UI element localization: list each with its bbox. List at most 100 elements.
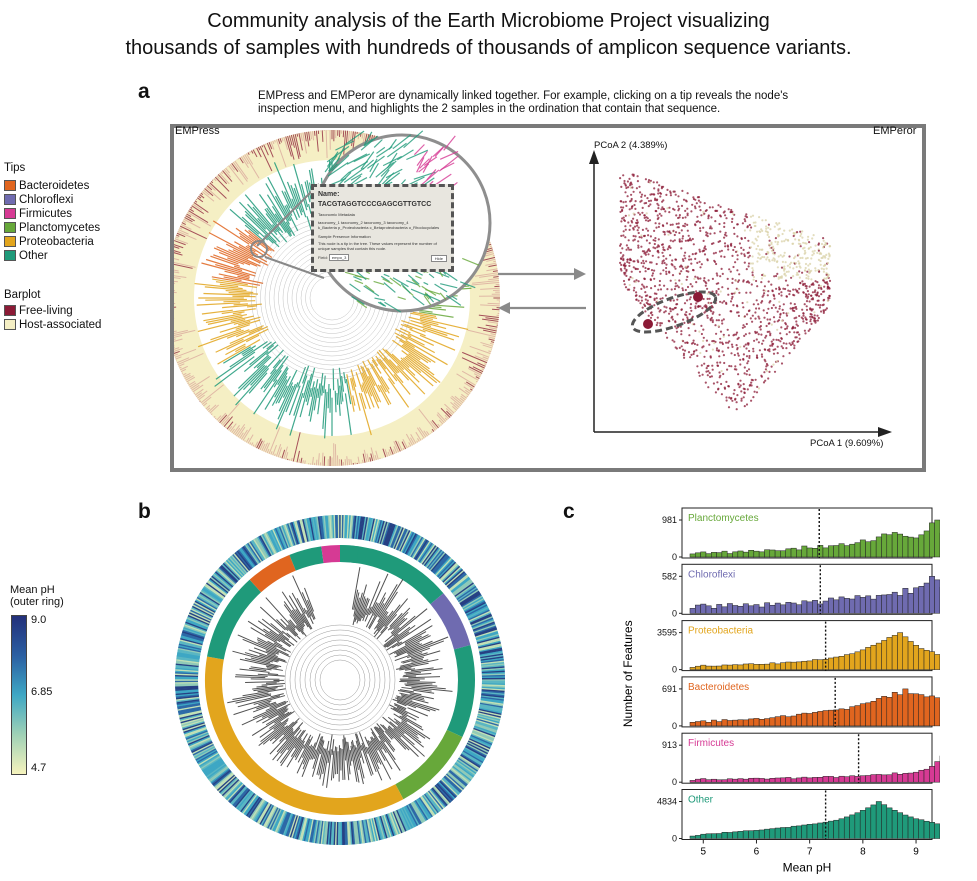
colorbar-tick-mid: 6.85 [31, 686, 53, 698]
colorbar-title: Mean pH (outer ring) [10, 584, 64, 608]
histogram-bar [774, 663, 781, 670]
histogram-bar [859, 703, 866, 727]
histogram-bar [833, 599, 840, 614]
tips-legend-item-bacteroidetes[interactable]: Bacteroidetes [4, 179, 100, 193]
histogram-bar [721, 606, 728, 614]
ph-outer-ring [174, 514, 506, 846]
histogram-bar [801, 712, 808, 727]
histogram-bar [748, 830, 755, 839]
histogram-bar [886, 534, 893, 558]
histogram-bar [849, 653, 856, 670]
histogram-bar [689, 667, 696, 670]
histogram-bar [769, 717, 776, 727]
legend-label: Chloroflexi [19, 194, 74, 206]
histogram-bar [785, 661, 792, 670]
histogram-bar [886, 637, 893, 670]
histogram-bar [790, 825, 797, 839]
histogram-bar [865, 775, 872, 783]
ph-tree-branches [227, 567, 453, 788]
tips-legend-item-firmicutes[interactable]: Firmicutes [4, 207, 100, 221]
histogram-bar [902, 588, 909, 614]
histogram-bar [822, 659, 829, 670]
barplot-legend-item-host-associated[interactable]: Host-associated [4, 318, 101, 332]
xtick-label: 5 [700, 847, 706, 858]
histogram-bar [726, 720, 733, 727]
histogram-bar [843, 598, 850, 614]
histogram-bar [796, 661, 802, 670]
empress-tree[interactable] [174, 128, 504, 468]
description-line-2: inspection menu, and highlights the 2 sa… [258, 103, 721, 115]
histogram-bar [891, 772, 898, 783]
histogram-bar [812, 777, 818, 783]
histogram-bar [758, 551, 765, 558]
legend-swatch [4, 305, 16, 316]
histogram-y0-tick: 0 [672, 834, 677, 844]
legend-label: Firmicutes [19, 208, 73, 220]
panel-a-label: a [138, 80, 150, 103]
histogram-bar [780, 604, 786, 614]
histogram-bar [695, 721, 701, 727]
histogram-bar [934, 823, 940, 839]
barplot-legend-item-free-living[interactable]: Free-living [4, 304, 101, 318]
histogram-bar [865, 595, 872, 614]
histogram-bar [913, 537, 919, 558]
legend-label: Planctomycetes [19, 222, 101, 234]
histogram-bar [918, 694, 925, 727]
histogram-ymax-tick: 981 [662, 515, 677, 525]
histogram-ymax-tick: 4834 [657, 797, 677, 807]
histogram-bar [897, 632, 903, 670]
histogram-bar [838, 775, 845, 783]
histogram-bar [902, 535, 909, 558]
histogram-bar [886, 697, 893, 727]
popup-field-select[interactable]: empo_3 [328, 254, 350, 261]
highlighted-sample-2[interactable] [693, 292, 703, 302]
histogram-bar [721, 550, 728, 558]
histogram-bar [918, 534, 925, 558]
histogram-bar [796, 604, 802, 614]
histogram-bar [689, 835, 696, 839]
histogram-bar [764, 549, 771, 558]
histogram-bacteroidetes: Bacteroidetes 691 0 [662, 676, 940, 731]
histogram-bar [833, 777, 840, 783]
histogram-chloroflexi: Chloroflexi 582 0 [662, 563, 940, 618]
emperor-ordination[interactable] [580, 140, 920, 465]
histogram-bar [934, 579, 940, 614]
tips-legend-item-chloroflexi[interactable]: Chloroflexi [4, 193, 100, 207]
histogram-bar [705, 553, 712, 558]
histogram-bar [695, 552, 701, 558]
popup-field-label: Field [318, 255, 327, 260]
histogram-bar [838, 656, 845, 670]
histogram-bar [742, 778, 749, 783]
histogram-bar [849, 814, 856, 839]
histogram-ymax-tick: 582 [662, 571, 677, 581]
histogram-bar [689, 608, 696, 614]
histogram-bar [758, 829, 765, 839]
histogram-bar [929, 576, 935, 614]
histogram-bar [859, 649, 866, 670]
histogram-bar [886, 774, 893, 783]
histogram-bar [801, 600, 808, 614]
histogram-bar [812, 823, 818, 839]
histogram-bar [902, 688, 909, 727]
tips-legend-item-proteobacteria[interactable]: Proteobacteria [4, 235, 100, 249]
histogram-bar [705, 605, 712, 614]
histogram-bar [891, 532, 898, 558]
popup-hide-button[interactable]: Hide [430, 255, 447, 262]
tips-legend-item-planctomycetes[interactable]: Planctomycetes [4, 221, 100, 235]
histogram-bar [897, 533, 903, 558]
histogram-bar [918, 819, 925, 839]
histogram-bar [806, 824, 813, 839]
tips-legend-item-other[interactable]: Other [4, 249, 100, 263]
histogram-bar [737, 550, 744, 558]
legend-swatch [4, 319, 16, 330]
highlighted-sample-1[interactable] [643, 319, 653, 329]
histogram-bar [764, 602, 771, 614]
node-inspection-popup[interactable]: Name: TACGTAGGTCCCGAGCGTTGTCC Taxonomic … [311, 184, 454, 272]
histogram-bar [907, 641, 914, 670]
histogram-bar [907, 693, 914, 727]
histogram-bar [737, 719, 744, 727]
histogram-ymax-tick: 691 [662, 684, 677, 694]
histogram-bar [801, 660, 808, 670]
histogram-bar [774, 716, 781, 727]
ph-tree[interactable] [170, 505, 510, 855]
